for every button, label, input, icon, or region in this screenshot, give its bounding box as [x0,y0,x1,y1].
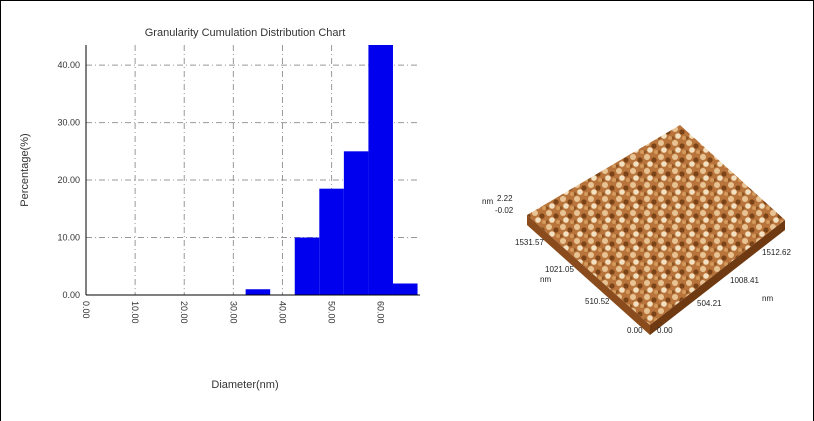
afm-left-unit: nm [540,275,551,284]
afm-surface [527,125,785,325]
bar [344,151,369,295]
afm-right-unit: nm [762,294,773,303]
afm-left-label: 1021.05 [545,265,574,274]
afm-z-unit: nm [482,197,493,206]
afm-image: nm 2.22 -0.02 1531.57 1021.05 nm 510.52 … [482,125,791,335]
x-tick-label: 10.00 [130,301,140,324]
afm-right-label: 1008.41 [730,276,759,285]
y-tick-label: 10.00 [57,233,80,243]
bar [393,284,418,295]
plot: 0.00 10.00 20.00 30.00 40.00 0.00 10.00 20.00 30… [57,45,420,324]
afm-right-label: 504.21 [697,299,722,308]
x-axis-label: Diameter(nm) [211,379,278,391]
bar [319,189,344,295]
bar [368,45,393,295]
afm-right-label: 1512.62 [762,248,791,257]
afm-left-label: 0.00 [627,326,643,335]
screenshot: Granularity Cumulation Distribution Char… [0,0,814,421]
y-tick-label: 0.00 [62,290,80,300]
x-tick-label: 0.00 [81,301,91,319]
page: {"chart_data": {"type": "histogram", "ti… [0,0,814,421]
bar [246,289,271,295]
afm-left-label: 1531.57 [515,238,544,247]
afm-z-max: 2.22 [497,194,513,203]
x-tick-label: 50.00 [327,301,337,324]
afm-z-min: -0.02 [495,206,514,215]
y-tick-label: 40.00 [57,60,80,70]
x-tick-label: 20.00 [179,301,189,324]
afm-left-label: 510.52 [585,297,610,306]
afm-right-label: 0.00 [657,326,673,335]
x-tick-label: 40.00 [277,301,287,324]
y-tick-label: 20.00 [57,175,80,185]
y-axis-label: Percentage(%) [19,133,31,206]
y-tick-label: 30.00 [57,118,80,128]
chart-title: Granularity Cumulation Distribution Char… [145,27,346,39]
x-tick-label: 30.00 [228,301,238,324]
x-tick-label: 60.00 [376,301,386,324]
bar [295,238,320,295]
